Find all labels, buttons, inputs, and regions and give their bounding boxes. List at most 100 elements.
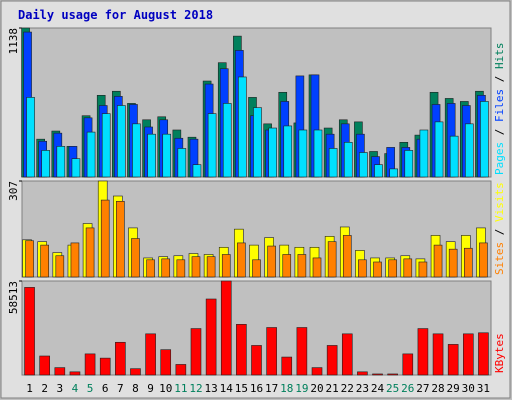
bar <box>281 356 293 376</box>
legend-separator: / <box>493 122 506 142</box>
bar <box>39 355 50 376</box>
bar <box>253 107 262 178</box>
bar <box>267 245 276 278</box>
bar <box>176 259 186 278</box>
bar <box>237 242 246 278</box>
x-tick-label: 1 <box>26 382 33 395</box>
bar <box>132 123 141 178</box>
bar <box>145 333 156 376</box>
bar <box>192 164 202 178</box>
bar <box>419 129 429 178</box>
bar <box>311 367 323 376</box>
x-tick-label: 12 <box>189 382 202 395</box>
bar <box>404 150 414 178</box>
bar <box>70 242 80 278</box>
bar <box>297 254 307 278</box>
bar <box>480 101 489 178</box>
bar <box>161 258 171 278</box>
legend-entry: Files <box>493 89 506 122</box>
x-tick-label: 9 <box>147 382 154 395</box>
bar <box>71 158 81 178</box>
bar <box>191 256 201 278</box>
bar <box>434 121 444 178</box>
bar <box>447 344 459 376</box>
bar <box>282 254 292 278</box>
bar <box>220 280 232 376</box>
x-tick-label: 2 <box>41 382 48 395</box>
bar <box>387 373 398 376</box>
bar <box>69 371 81 376</box>
bar <box>86 131 96 178</box>
x-tick-label: 24 <box>371 382 385 395</box>
chart-title: Daily usage for August 2018 <box>18 8 213 22</box>
x-tick-label: 10 <box>159 382 172 395</box>
legend-entry: Pages <box>493 142 506 175</box>
bar <box>343 142 353 178</box>
bar <box>403 258 413 278</box>
bar <box>402 353 414 376</box>
legend-separator: / <box>493 69 506 89</box>
bar <box>296 327 308 376</box>
x-tick-label: 19 <box>295 382 308 395</box>
bar <box>207 113 217 178</box>
y-max-label: 58513 <box>7 281 20 314</box>
legend: Sites / Visits <box>493 182 506 275</box>
legend: Pages / Files / Hits <box>493 43 506 176</box>
x-tick-label: 26 <box>401 382 414 395</box>
x-tick-label: 3 <box>57 382 64 395</box>
bar <box>101 113 111 178</box>
bar <box>298 129 308 178</box>
bar <box>55 255 65 278</box>
x-tick-label: 14 <box>220 382 234 395</box>
bar <box>205 298 217 376</box>
bar <box>465 123 474 178</box>
x-tick-label: 28 <box>431 382 444 395</box>
bar <box>449 135 459 178</box>
bar <box>374 164 383 178</box>
bar <box>54 367 66 376</box>
bar <box>463 333 474 376</box>
bar <box>26 97 35 178</box>
bar <box>85 227 95 278</box>
bar <box>433 244 443 278</box>
bar <box>131 238 140 278</box>
bar <box>478 332 489 376</box>
bar <box>24 287 35 376</box>
x-tick-label: 8 <box>132 382 139 395</box>
bar <box>418 261 428 278</box>
x-tick-label: 11 <box>174 382 187 395</box>
x-tick-label: 31 <box>477 382 490 395</box>
bar <box>328 148 338 178</box>
bar <box>252 259 261 278</box>
x-tick-label: 30 <box>462 382 475 395</box>
bar <box>342 235 352 278</box>
bar <box>357 371 368 376</box>
legend-entry: Hits <box>493 43 506 70</box>
bar <box>175 364 187 376</box>
x-tick-label: 13 <box>204 382 217 395</box>
bar <box>190 328 202 376</box>
x-tick-label: 4 <box>72 382 79 395</box>
legend-entry: KBytes <box>493 333 506 373</box>
x-tick-label: 16 <box>250 382 263 395</box>
bar <box>283 125 293 178</box>
bar <box>56 146 66 178</box>
bar <box>177 148 187 178</box>
bar <box>221 254 231 278</box>
bar <box>99 357 111 376</box>
bar <box>313 129 323 178</box>
bar <box>222 103 232 178</box>
bar <box>341 333 353 376</box>
bar <box>358 259 367 278</box>
bar <box>238 76 247 178</box>
bar <box>251 345 262 376</box>
bar <box>100 199 110 278</box>
bar <box>236 324 247 376</box>
x-tick-label: 29 <box>447 382 460 395</box>
y-max-label: 307 <box>7 181 20 201</box>
y-max-label: 1138 <box>7 28 20 55</box>
bar <box>327 241 337 278</box>
x-tick-label: 18 <box>280 382 293 395</box>
x-tick-label: 25 <box>386 382 399 395</box>
